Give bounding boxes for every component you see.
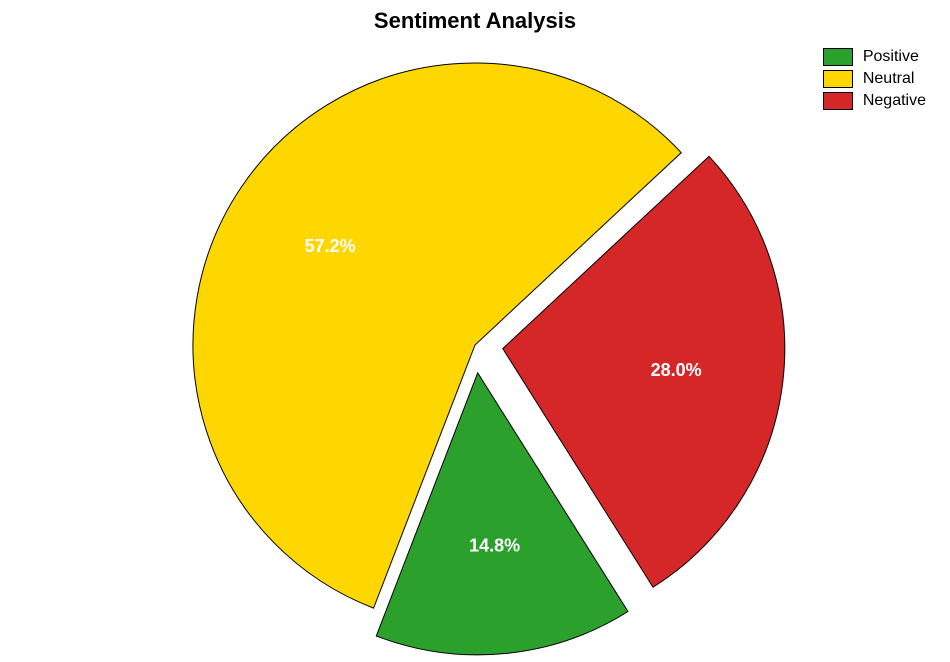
pie-chart-container: Sentiment Analysis 28.0%14.8%57.2% Posit… [0, 0, 950, 662]
legend-swatch-neutral [823, 70, 853, 88]
legend-item-neutral: Neutral [823, 70, 926, 88]
legend-item-negative: Negative [823, 92, 926, 110]
pie-slice-label-positive: 14.8% [469, 536, 520, 556]
legend-item-positive: Positive [823, 48, 926, 66]
pie-slice-label-neutral: 57.2% [305, 236, 356, 256]
legend: Positive Neutral Negative [823, 48, 926, 114]
legend-label-positive: Positive [863, 48, 919, 66]
legend-swatch-negative [823, 92, 853, 110]
pie-slice-label-negative: 28.0% [651, 360, 702, 380]
legend-label-negative: Negative [863, 92, 926, 110]
legend-swatch-positive [823, 48, 853, 66]
legend-label-neutral: Neutral [863, 70, 915, 88]
pie-chart-svg: 28.0% 14.8% 57.2% [0, 0, 950, 662]
